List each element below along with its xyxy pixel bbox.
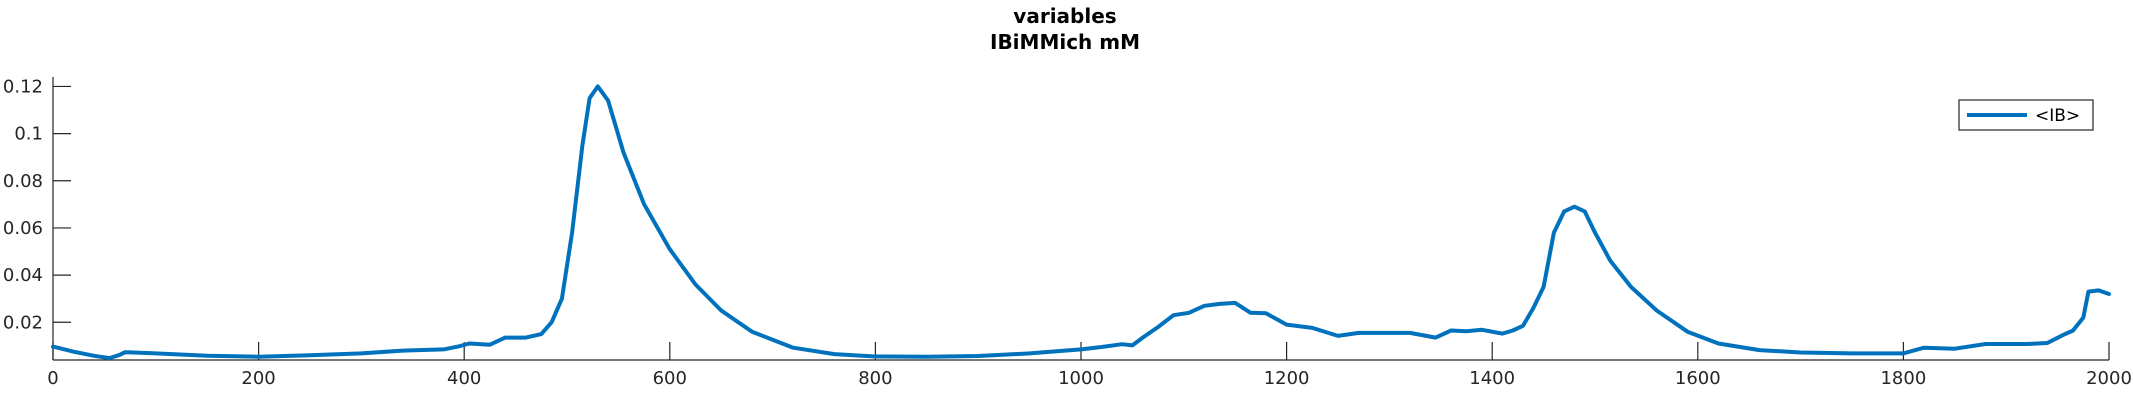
x-tick-label: 400 [447,368,481,389]
chart-title: variables [1013,4,1116,28]
x-tick-label: 0 [47,368,58,389]
x-tick-label: 1600 [1675,368,1721,389]
y-tick-label: 0.02 [3,312,43,333]
x-tick-label: 200 [241,368,275,389]
x-tick-label: 1400 [1469,368,1515,389]
series-layer [51,84,2111,361]
y-tick-label: 0.1 [14,124,43,145]
x-tick-label: 600 [653,368,687,389]
y-tick-label: 0.08 [3,171,43,192]
y-tick-label: 0.04 [3,265,43,286]
legend: <IB> [1958,99,2094,131]
series-line-0 [51,84,2111,361]
y-tick-label: 0.06 [3,218,43,239]
x-tick-label: 1800 [1880,368,1926,389]
x-tick-label: 800 [858,368,892,389]
x-tick-label: 2000 [2086,368,2132,389]
y-tick-label: 0.12 [3,76,43,97]
legend-label: <IB> [2035,106,2080,126]
x-tick-label: 1000 [1058,368,1104,389]
chart-subtitle: IBiMMich mM [990,30,1140,54]
axes: 0 200 400 600 800 1000 1200 1400 1600 1800 2000 0.0… [3,76,2132,389]
x-tick-label: 1200 [1264,368,1310,389]
